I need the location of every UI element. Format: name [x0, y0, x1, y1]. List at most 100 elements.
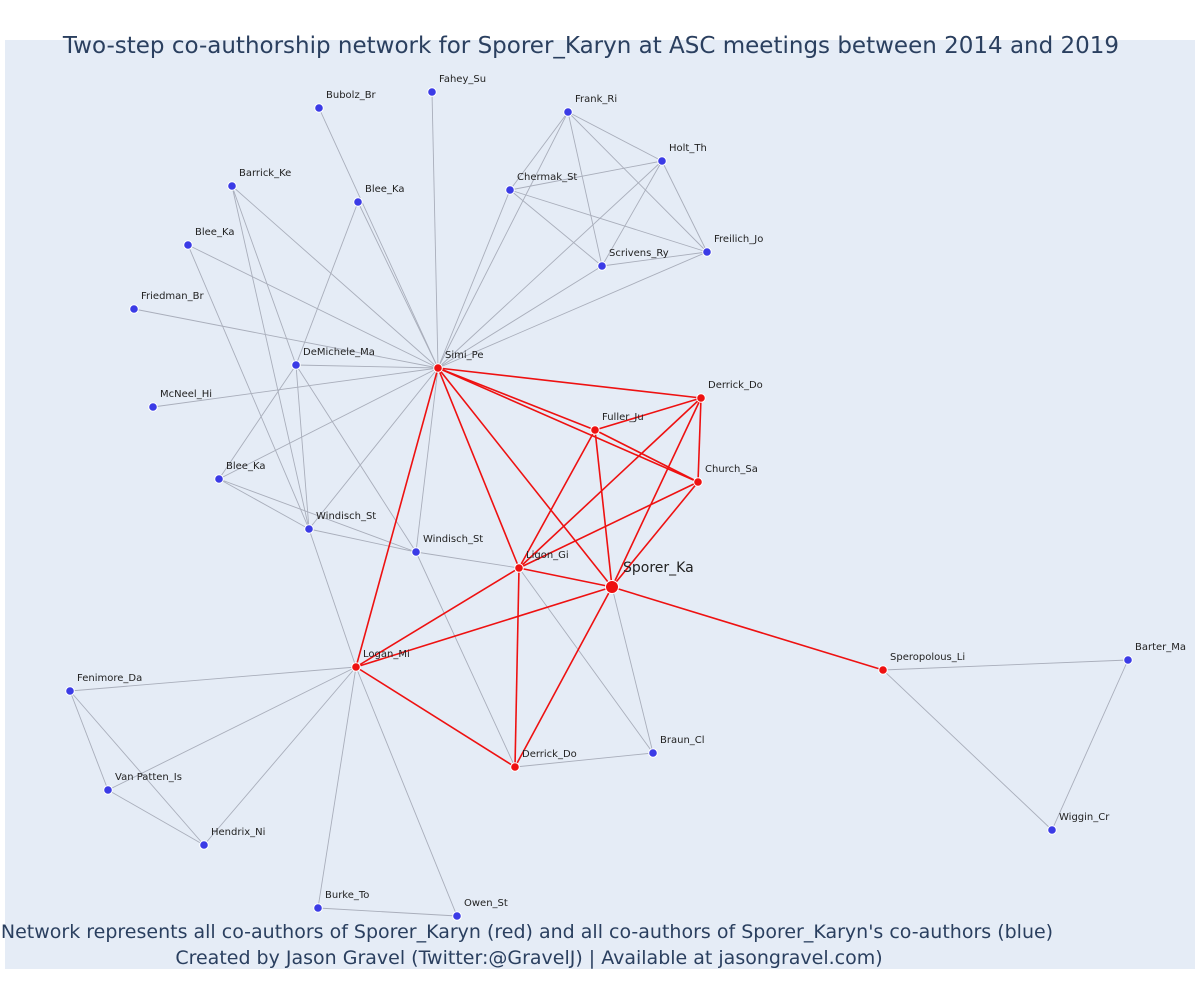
node-sporer[interactable] [605, 580, 619, 594]
node-blee3[interactable] [214, 474, 224, 484]
edge-second-fenimore-hendrix [69, 690, 205, 846]
edge-second-simi-windisch2 [415, 367, 439, 553]
node-fahey[interactable] [427, 87, 437, 97]
edge-first-sporer-simi [437, 367, 613, 588]
caption-line-1: Network represents all co-authors of Spo… [1, 921, 1053, 943]
node-label-barrick: Barrick_Ke [239, 168, 291, 179]
node-wiggin[interactable] [1047, 825, 1057, 835]
node-label-simi: Simi_Pe [445, 350, 483, 361]
edge-first-derrick1-church [697, 397, 702, 483]
edge-first-simi-logan [355, 367, 439, 668]
edge-first-sporer-derrick2 [514, 586, 613, 768]
edge-first-simi-ligon [437, 367, 520, 569]
edge-second-simi-freilich [437, 251, 708, 369]
node-label-frank: Frank_Ri [575, 94, 617, 105]
node-label-bubolz: Bubolz_Br [326, 90, 377, 101]
node-derrick2[interactable] [510, 762, 520, 772]
node-label-barter: Barter_Ma [1135, 642, 1186, 653]
edge-second-simi-scrivens [437, 265, 603, 369]
node-owen[interactable] [452, 911, 462, 921]
node-label-ligon: Ligon_Gi [526, 550, 569, 561]
edge-second-holt-chermak [509, 160, 663, 191]
edge-second-ligon-braun [518, 567, 654, 754]
node-frank[interactable] [563, 107, 573, 117]
node-barter[interactable] [1123, 655, 1133, 665]
node-label-church: Church_Sa [705, 464, 758, 475]
edge-second-barrick-windisch1 [231, 185, 310, 530]
node-church[interactable] [693, 477, 703, 487]
edge-second-simi-blee1 [357, 201, 439, 369]
edge-second-holt-scrivens [601, 160, 663, 267]
node-fenimore[interactable] [65, 686, 75, 696]
edge-first-sporer-ligon [518, 567, 613, 588]
edge-second-blee3-windisch1 [218, 478, 310, 530]
edge-second-simi-chermak [437, 189, 511, 369]
node-logan[interactable] [351, 662, 361, 672]
edge-second-simi-friedman [133, 308, 439, 369]
node-speropolous[interactable] [878, 665, 888, 675]
edge-second-demichele-windisch1 [295, 364, 310, 530]
edge-first-derrick1-fuller [594, 397, 702, 431]
node-label-burke: Burke_To [325, 890, 369, 901]
node-blee2[interactable] [183, 240, 193, 250]
node-label-hendrix: Hendrix_Ni [211, 827, 265, 838]
edge-second-simi-windisch1 [308, 367, 439, 530]
node-ligon[interactable] [514, 563, 524, 573]
node-simi[interactable] [433, 363, 443, 373]
node-label-vanpatten: Van Patten_Is [115, 772, 182, 783]
node-label-sporer: Sporer_Ka [623, 560, 694, 576]
node-label-holt: Holt_Th [669, 143, 707, 154]
node-label-fuller: Fuller_Ju [602, 412, 644, 423]
edge-first-sporer-derrick1 [611, 397, 702, 588]
node-vanpatten[interactable] [103, 785, 113, 795]
node-braun[interactable] [648, 748, 658, 758]
node-freilich[interactable] [702, 247, 712, 257]
node-burke[interactable] [313, 903, 323, 913]
edge-second-blee3-windisch2 [218, 478, 417, 553]
node-friedman[interactable] [129, 304, 139, 314]
node-blee1[interactable] [353, 197, 363, 207]
edge-first-simi-derrick1 [437, 367, 702, 399]
edge-second-simi-mcneel [152, 367, 439, 408]
edge-first-derrick1-ligon [518, 397, 702, 569]
edge-second-vanpatten-hendrix [107, 789, 205, 846]
edge-first-simi-church [437, 367, 699, 483]
node-bubolz[interactable] [314, 103, 324, 113]
node-label-logan: Logan_Mi [363, 649, 410, 660]
edge-second-simi-frank [437, 111, 569, 369]
edge-second-chermak-freilich [509, 189, 708, 253]
edge-second-speropolous-wiggin [882, 669, 1053, 831]
node-demichele[interactable] [291, 360, 301, 370]
node-holt[interactable] [657, 156, 667, 166]
node-label-mcneel: McNeel_Hi [160, 389, 212, 400]
node-fuller[interactable] [590, 425, 600, 435]
plot-background [5, 40, 1195, 969]
node-chermak[interactable] [505, 185, 515, 195]
node-label-blee1: Blee_Ka [365, 184, 404, 195]
node-barrick[interactable] [227, 181, 237, 191]
edge-second-demichele-blee3 [218, 364, 297, 480]
second-degree-edges [69, 91, 1129, 917]
node-derrick1[interactable] [696, 393, 706, 403]
node-label-windisch2: Windisch_St [423, 534, 483, 545]
node-windisch2[interactable] [411, 547, 421, 557]
node-hendrix[interactable] [199, 840, 209, 850]
node-mcneel[interactable] [148, 402, 158, 412]
node-label-friedman: Friedman_Br [141, 291, 204, 302]
edge-second-fenimore-vanpatten [69, 690, 109, 791]
edge-second-windisch2-ligon [415, 551, 520, 569]
edge-first-sporer-fuller [594, 429, 613, 588]
edge-first-sporer-church [611, 481, 699, 588]
node-windisch1[interactable] [304, 524, 314, 534]
edge-first-fuller-ligon [518, 429, 596, 569]
node-label-blee2: Blee_Ka [195, 227, 234, 238]
edge-second-blee1-demichele [295, 201, 359, 366]
edge-second-chermak-scrivens [509, 189, 603, 267]
node-scrivens[interactable] [597, 261, 607, 271]
node-label-chermak: Chermak_St [517, 172, 577, 183]
edge-second-scrivens-freilich [601, 251, 708, 267]
edge-second-simi-holt [437, 160, 663, 369]
edge-second-frank-freilich [567, 111, 708, 253]
edge-second-speropolous-barter [882, 659, 1129, 671]
